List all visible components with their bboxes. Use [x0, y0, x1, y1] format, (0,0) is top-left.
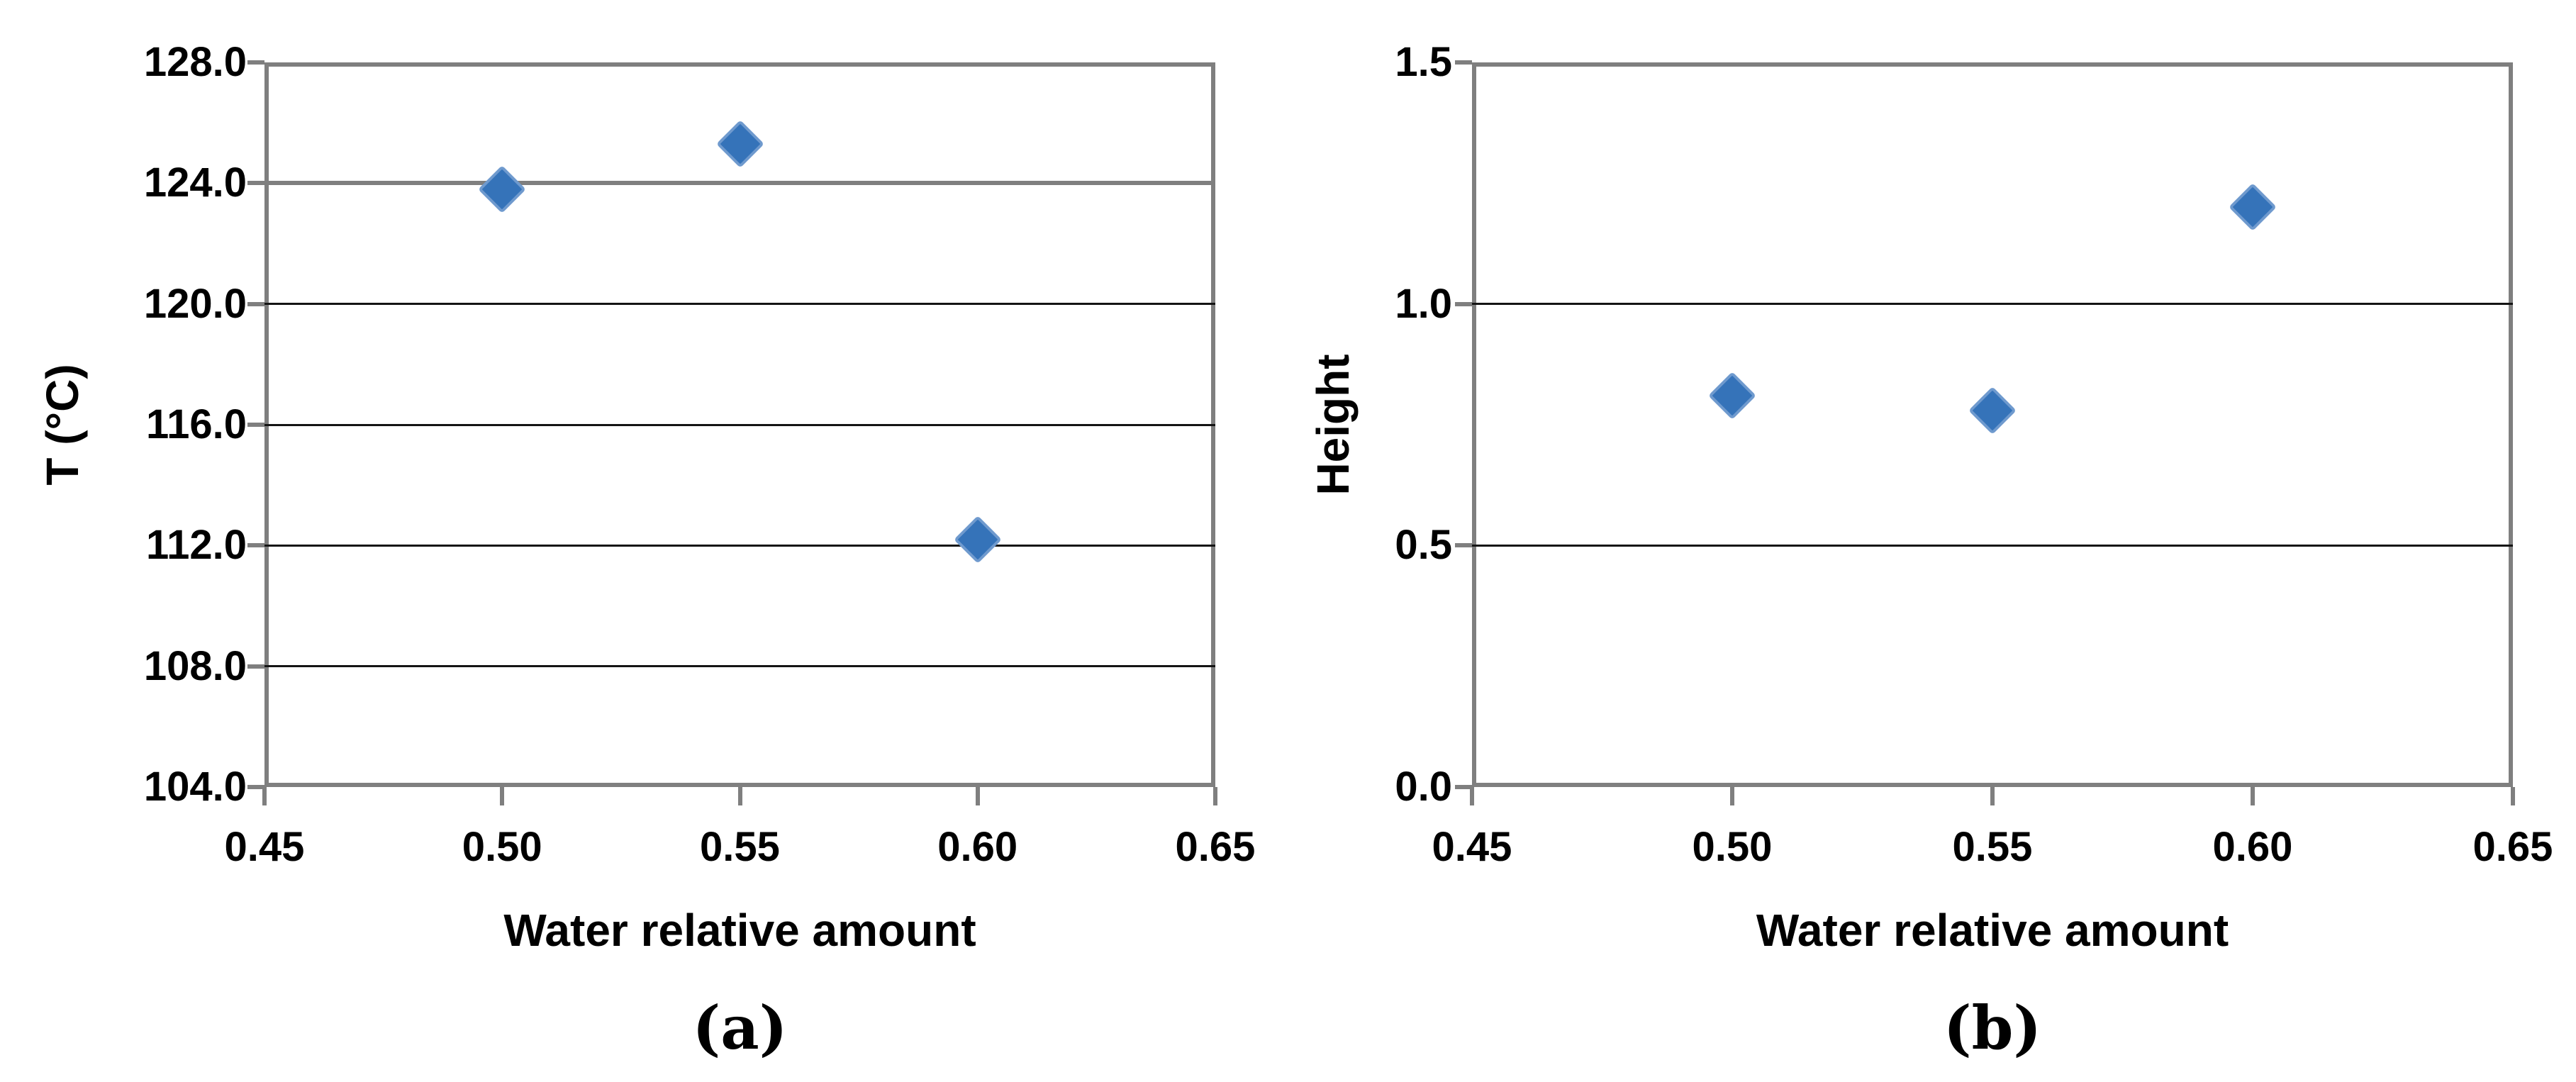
y-axis-tick: [1455, 785, 1472, 789]
gridline-y-116: [264, 423, 1215, 426]
x-axis-tick-label: 0.65: [2472, 824, 2553, 870]
gridline-y-0.5: [1472, 544, 2513, 547]
gridline-y-120: [264, 303, 1215, 306]
y-axis-tick-label: 116.0: [146, 401, 247, 447]
x-axis-tick: [2511, 787, 2515, 805]
y-axis-title: T (°C): [37, 364, 88, 486]
x-axis-tick-label: 0.55: [1952, 824, 2033, 870]
x-axis-title: Water relative amount: [1756, 905, 2229, 956]
y-axis-tick: [247, 301, 264, 306]
x-axis-tick: [737, 787, 742, 805]
x-axis-tick-label: 0.50: [1692, 824, 1773, 870]
x-axis-tick-label: 0.45: [224, 824, 305, 870]
y-axis-tick: [247, 181, 264, 186]
x-axis-tick: [2251, 787, 2255, 805]
y-axis-tick: [247, 664, 264, 669]
x-axis-tick-label: 0.50: [462, 824, 542, 870]
y-axis-tick: [247, 60, 264, 65]
gridline-y-112: [264, 544, 1215, 547]
y-axis-tick-label: 104.0: [143, 764, 247, 810]
x-axis-tick: [1470, 787, 1474, 805]
y-axis-tick-label: 112.0: [146, 522, 247, 569]
chart-caption: (a): [692, 993, 788, 1063]
y-axis-tick: [247, 423, 264, 427]
y-axis-tick-label: 1.0: [1395, 280, 1452, 327]
y-axis-title: Height: [1307, 354, 1359, 496]
y-axis-tick-label: 1.5: [1395, 39, 1452, 85]
y-axis-tick: [1455, 60, 1472, 65]
y-axis-tick: [1455, 543, 1472, 548]
x-axis-tick: [262, 787, 267, 805]
y-axis-tick-label: 128.0: [143, 39, 247, 85]
y-axis-tick-label: 124.0: [143, 160, 247, 206]
gridline-y-108: [264, 665, 1215, 668]
y-axis-tick: [247, 543, 264, 548]
y-axis-tick-label: 0.5: [1395, 522, 1452, 569]
x-axis-tick-label: 0.65: [1175, 824, 1256, 870]
x-axis-tick: [1730, 787, 1734, 805]
y-axis-tick-label: 120.0: [143, 280, 247, 327]
gridline-y-124: [264, 181, 1215, 186]
plot-area-border: [1472, 62, 2513, 787]
y-axis-tick-label: 108.0: [143, 642, 247, 689]
x-axis-tick-label: 0.60: [937, 824, 1018, 870]
x-axis-tick: [975, 787, 980, 805]
x-axis-title: Water relative amount: [503, 905, 976, 956]
y-axis-tick-label: 0.0: [1395, 764, 1452, 810]
x-axis-tick-label: 0.60: [2212, 824, 2293, 870]
x-axis-tick: [1213, 787, 1217, 805]
x-axis-tick: [1990, 787, 1995, 805]
x-axis-tick-label: 0.45: [1432, 824, 1512, 870]
chart-caption: (b): [1943, 993, 2042, 1063]
y-axis-tick: [1455, 301, 1472, 306]
x-axis-tick: [500, 787, 505, 805]
y-axis-tick: [247, 785, 264, 789]
x-axis-tick-label: 0.55: [700, 824, 780, 870]
gridline-y-1: [1472, 303, 2513, 306]
